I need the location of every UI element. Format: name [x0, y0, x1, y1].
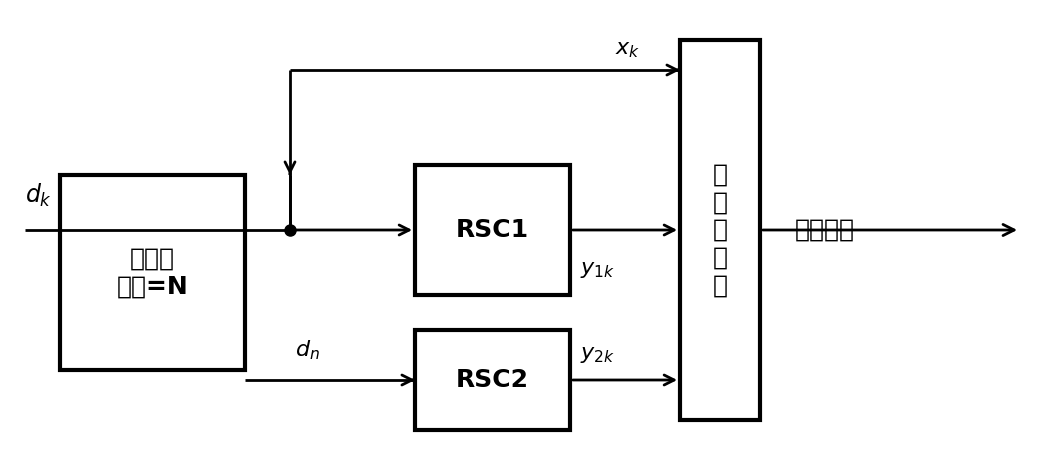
Text: RSC1: RSC1 [456, 218, 529, 242]
Bar [415, 165, 570, 295]
Text: $x_k$: $x_k$ [615, 40, 640, 60]
Bar [680, 40, 760, 420]
Text: $y_{2k}$: $y_{2k}$ [579, 345, 615, 365]
Text: $d_n$: $d_n$ [295, 338, 320, 362]
Bar [415, 330, 570, 430]
Bar [60, 175, 245, 370]
Text: 编码输出: 编码输出 [795, 218, 855, 242]
Text: $d_k$: $d_k$ [25, 182, 52, 208]
Text: RSC2: RSC2 [456, 368, 529, 392]
Text: 删
截
和
复
用: 删 截 和 复 用 [712, 162, 728, 298]
Text: 交织器
长度=N: 交织器 长度=N [116, 247, 188, 298]
Text: $y_{1k}$: $y_{1k}$ [579, 260, 615, 280]
